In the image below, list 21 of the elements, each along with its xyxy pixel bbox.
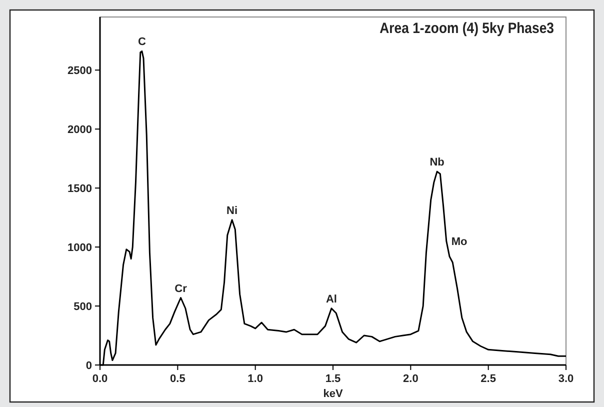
- x-tick-label: 1.0: [248, 373, 263, 385]
- x-tick-label: 2.5: [480, 373, 496, 385]
- x-tick-label: 0.5: [170, 373, 186, 385]
- x-tick-label: 0.0: [92, 373, 108, 385]
- x-tick-label: 1.5: [325, 373, 341, 385]
- y-tick-label: 0: [86, 360, 92, 372]
- y-tick-label: 500: [74, 300, 92, 313]
- x-tick-label: 2.0: [403, 373, 418, 385]
- y-tick-label: 2500: [68, 64, 92, 77]
- annotation: Cr: [174, 282, 188, 295]
- annotation: Nb: [430, 156, 445, 169]
- y-tick-label: 2000: [68, 124, 92, 136]
- x-tick-label: 3.0: [558, 373, 574, 385]
- chart-title: Area 1-zoom (4) 5ky Phase3: [380, 19, 554, 36]
- x-axis-title: keV: [323, 388, 344, 400]
- annotation: Mo: [451, 236, 468, 248]
- annotation: Ni: [226, 204, 238, 217]
- y-tick-label: 1500: [68, 182, 92, 195]
- annotation: Al: [326, 293, 337, 306]
- y-tick-label: 1000: [68, 242, 92, 254]
- annotation: C: [138, 36, 146, 48]
